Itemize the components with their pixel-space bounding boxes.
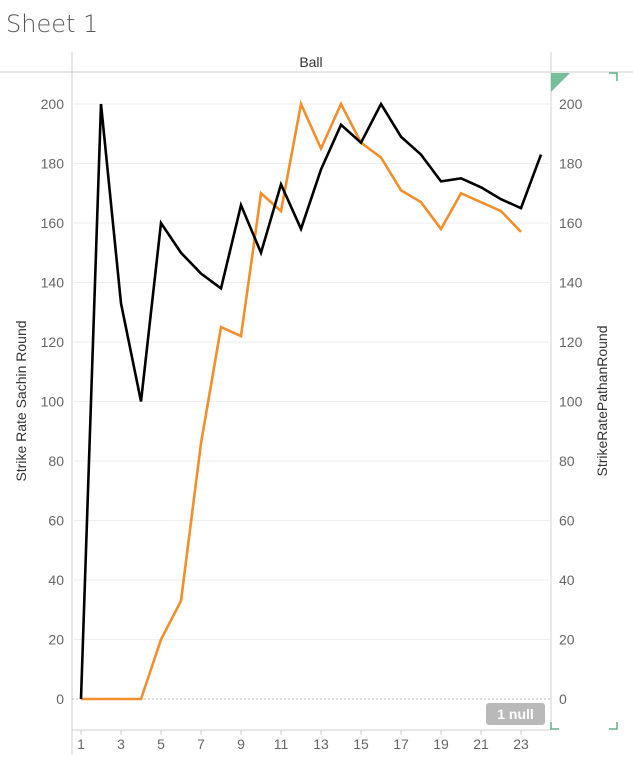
x-tick-label: 9 bbox=[237, 736, 245, 752]
x-tick-label: 19 bbox=[433, 736, 449, 752]
y-tick-right-label: 160 bbox=[559, 215, 583, 231]
series-line-right-axis[interactable] bbox=[81, 99, 522, 701]
series-line-left-axis[interactable] bbox=[79, 101, 543, 700]
x-tick-label: 1 bbox=[77, 736, 85, 752]
x-tick-label: 13 bbox=[313, 736, 329, 752]
corner-bracket-bottom-left-icon bbox=[550, 722, 559, 730]
x-header-label: Ball bbox=[299, 54, 322, 70]
y-tick-left-label: 200 bbox=[41, 96, 65, 112]
y-tick-right-label: 120 bbox=[559, 334, 583, 350]
y-tick-left-label: 60 bbox=[48, 513, 64, 529]
x-tick-label: 5 bbox=[157, 736, 165, 752]
y-tick-right-label: 40 bbox=[559, 572, 575, 588]
x-tick-label: 21 bbox=[473, 736, 489, 752]
y-tick-left-label: 40 bbox=[48, 572, 64, 588]
y-tick-left-label: 160 bbox=[41, 215, 65, 231]
y-tick-left-label: 100 bbox=[41, 394, 65, 410]
sheet-title: Sheet 1 bbox=[6, 10, 99, 38]
y-tick-right-label: 20 bbox=[559, 632, 575, 648]
y-tick-left-label: 20 bbox=[48, 632, 64, 648]
y-tick-right-label: 80 bbox=[559, 453, 575, 469]
y-tick-right-label: 200 bbox=[559, 96, 583, 112]
y-tick-left-label: 80 bbox=[48, 453, 64, 469]
y-tick-right-label: 140 bbox=[559, 275, 583, 291]
x-tick-label: 11 bbox=[274, 736, 289, 752]
y-tick-left-label: 120 bbox=[41, 334, 65, 350]
y-axis-left-label: Strike Rate Sachin Round bbox=[13, 320, 29, 481]
y-tick-right-label: 100 bbox=[559, 394, 583, 410]
x-tick-label: 7 bbox=[197, 736, 205, 752]
x-tick-label: 17 bbox=[393, 736, 409, 752]
y-tick-left-label: 140 bbox=[41, 275, 65, 291]
corner-marker-icon bbox=[551, 73, 570, 92]
x-tick-label: 15 bbox=[353, 736, 369, 752]
y-axis-right-label: StrikeRatePathanRound bbox=[594, 326, 610, 477]
y-tick-left-label: 180 bbox=[41, 156, 65, 172]
null-indicator-badge[interactable]: 1 null bbox=[486, 703, 545, 725]
y-tick-left-label: 0 bbox=[56, 691, 64, 707]
corner-bracket-bottom-right-icon bbox=[609, 722, 618, 730]
x-tick-label: 23 bbox=[513, 736, 529, 752]
y-tick-right-label: 0 bbox=[559, 691, 567, 707]
y-tick-right-label: 180 bbox=[559, 156, 583, 172]
x-tick-label: 3 bbox=[117, 736, 125, 752]
corner-bracket-top-icon bbox=[609, 72, 618, 81]
y-tick-right-label: 60 bbox=[559, 513, 575, 529]
